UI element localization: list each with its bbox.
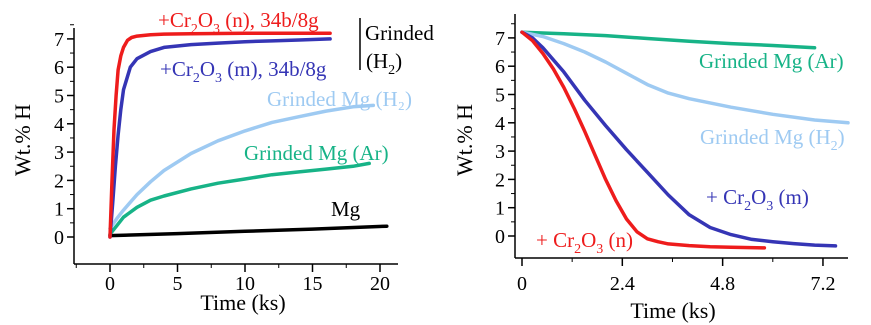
left-series-line-1	[108, 161, 371, 236]
left-series-line-2	[108, 103, 376, 231]
right-x-tick-label: 4.8	[710, 273, 735, 295]
grinded-label: Grinded	[365, 21, 434, 45]
left-y-tick-label: 5	[54, 86, 64, 108]
left-series-line-0	[108, 224, 389, 238]
left-green-label: Grinded Mg (Ar)	[244, 141, 389, 165]
right-y-tick-label: 1	[495, 198, 505, 220]
left-series	[108, 31, 389, 239]
left-lightblue-label: Grinded Mg (H₂)	[267, 87, 412, 111]
left-x-tick-label: 0	[105, 273, 115, 295]
right-y-tick-label: 7	[495, 28, 505, 50]
right-y-tick-label: 6	[495, 56, 505, 78]
right-y-tick-label: 0	[495, 226, 505, 248]
left-y-axis-label: Wt.% H	[10, 104, 35, 176]
left-y-tick-label: 0	[54, 227, 64, 249]
right-series	[520, 30, 850, 250]
left-red-label: +Cr2O3 (n), 34b/8g	[158, 8, 319, 37]
right-x-axis-label: Time (ks)	[630, 298, 715, 323]
right-panel: 0 2.4 4.8 7.2 0 1 2 3 4 5 6 7 Time (ks) Wt.% H Grin…	[452, 14, 850, 323]
right-lightblue-label: Grinded Mg (H2)	[700, 125, 845, 154]
right-x-tick-label: 0	[517, 273, 527, 295]
left-y-tick-label: 3	[54, 142, 64, 164]
grinded-h2-label: (H2)	[366, 49, 402, 78]
left-y-tick-label: 7	[54, 29, 64, 51]
left-x-tick-label: 5	[173, 273, 183, 295]
left-y-tick-label: 1	[54, 199, 64, 221]
left-blue-label: +Cr2O3 (m), 34b/8g	[160, 57, 327, 86]
right-ticks: 0 2.4 4.8 7.2 0 1 2 3 4 5 6 7	[495, 23, 835, 295]
right-y-tick-label: 4	[495, 113, 505, 135]
right-series-line-3	[520, 30, 767, 250]
left-y-tick-label: 2	[54, 170, 64, 192]
left-y-tick-label: 4	[54, 114, 64, 136]
left-y-tick-label: 6	[54, 57, 64, 79]
left-x-tick-label: 15	[303, 273, 323, 295]
right-y-tick-label: 3	[495, 141, 505, 163]
right-y-tick-label: 2	[495, 169, 505, 191]
left-series-line-3	[108, 37, 332, 239]
left-x-tick-label: 10	[235, 273, 255, 295]
right-blue-label: + Cr2O3 (m)	[706, 185, 809, 214]
right-series-line-0	[520, 30, 817, 50]
right-x-tick-label: 2.4	[610, 273, 635, 295]
left-x-tick-label: 20	[370, 273, 390, 295]
left-panel: 0 5 10 15 20 0 1 2 3 4 5 6 7 Time (ks) Wt.% H +Cr2O3…	[10, 8, 434, 315]
left-series-line-4	[108, 31, 332, 239]
left-mg-label: Mg	[331, 197, 361, 221]
right-red-label: + Cr2O3 (n)	[536, 228, 633, 257]
left-ticks: 0 5 10 15 20 0 1 2 3 4 5 6 7	[54, 24, 390, 295]
right-series-line-2	[520, 30, 838, 248]
right-y-axis-label: Wt.% H	[452, 104, 477, 176]
right-series-line-1	[520, 30, 850, 125]
right-x-tick-label: 7.2	[810, 273, 835, 295]
left-x-axis-label: Time (ks)	[200, 290, 285, 315]
right-y-tick-label: 5	[495, 85, 505, 107]
right-green-label: Grinded Mg (Ar)	[699, 49, 844, 73]
